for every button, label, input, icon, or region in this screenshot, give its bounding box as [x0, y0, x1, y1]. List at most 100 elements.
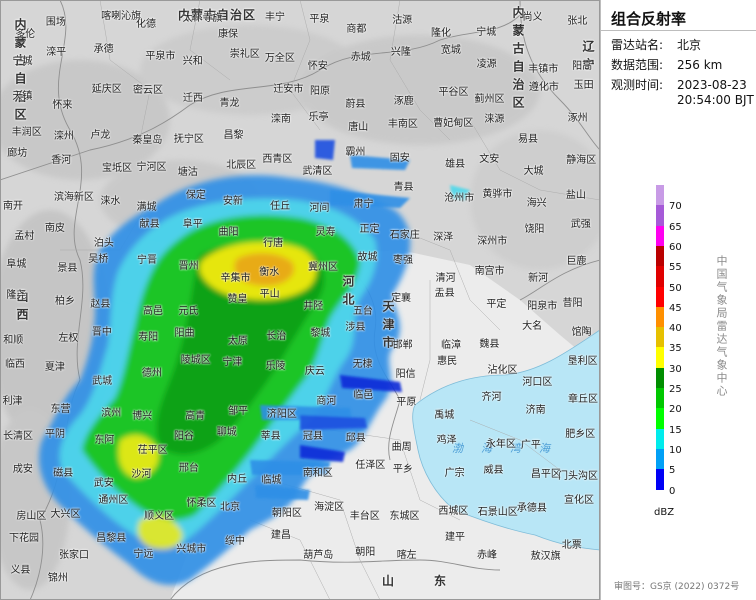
place-label: 五台 — [352, 306, 373, 318]
place-label: 元氏 — [178, 305, 199, 317]
place-label: 隆尧 — [6, 289, 27, 301]
range-label: 数据范围: — [611, 58, 664, 72]
legend-tick-label: 70 — [669, 201, 682, 213]
place-label: 宁城 — [12, 56, 33, 68]
place-label: 邢台 — [178, 463, 199, 475]
place-label: 武城 — [92, 376, 113, 388]
place-label: 卢龙 — [90, 129, 111, 141]
place-label: 安新 — [222, 196, 243, 208]
place-label: 葫芦岛 — [303, 550, 334, 562]
place-label: 万全区 — [264, 52, 295, 64]
place-label: 西城区 — [438, 506, 469, 518]
place-label: 禹城 — [434, 410, 455, 422]
place-label: 平定 — [486, 298, 507, 310]
place-label: 沧州市 — [444, 192, 475, 204]
legend-tick-label: 35 — [669, 343, 682, 355]
place-label: 南开 — [3, 200, 24, 212]
place-label: 武清区 — [302, 165, 333, 177]
radar-map[interactable]: 内蒙古自治区 内蒙古自治区 内蒙古自治区 辽宁 山西 河北 天津市 山东 渤海湾… — [0, 0, 600, 600]
echo-band — [300, 445, 345, 462]
place-label: 章丘区 — [568, 394, 598, 406]
place-label: 阳谷 — [174, 431, 194, 443]
place-label: 沾化区 — [487, 364, 518, 376]
place-label: 河口区 — [522, 376, 553, 388]
echo-band — [300, 415, 367, 430]
legend-swatch — [656, 225, 664, 247]
place-label: 建平 — [444, 531, 465, 543]
echo-band — [330, 190, 410, 208]
place-label: 肥乡区 — [565, 429, 596, 441]
place-label: 通州区 — [98, 494, 129, 506]
range-row: 数据范围: 256 km — [611, 56, 722, 73]
place-label: 霸州 — [345, 147, 366, 159]
legend-swatch — [656, 469, 664, 490]
place-label: 崇礼区 — [229, 48, 260, 60]
place-label: 赤城 — [350, 51, 371, 63]
legend-swatch — [656, 245, 664, 267]
panel-title: 组合反射率 — [611, 10, 687, 28]
place-label: 青县 — [393, 182, 414, 194]
place-label: 南皮 — [44, 223, 65, 235]
place-label: 高青 — [185, 411, 206, 423]
place-label: 青龙 — [219, 97, 240, 109]
place-label: 南和区 — [302, 468, 333, 480]
legend-tick-label: 0 — [669, 485, 676, 497]
echo-yellow-south2 — [137, 516, 183, 550]
place-label: 定襄 — [391, 292, 412, 304]
place-label: 衡水 — [259, 266, 280, 278]
legend-swatch — [656, 408, 664, 430]
place-label: 聊城 — [216, 426, 237, 438]
place-label: 朝阳区 — [271, 508, 302, 520]
place-label: 文安 — [479, 154, 500, 166]
place-label: 枣强 — [392, 254, 413, 266]
place-label: 阳曲 — [174, 328, 195, 340]
region-inner-mongolia-right: 内蒙古自治区 — [511, 6, 525, 114]
place-label: 凌源 — [476, 58, 497, 70]
place-label: 孟村 — [14, 231, 35, 243]
place-label: 大兴区 — [50, 508, 81, 520]
place-label: 平山 — [259, 289, 280, 301]
place-label: 顺义区 — [144, 510, 175, 522]
place-label: 兴隆 — [390, 46, 411, 58]
place-label: 静海区 — [566, 155, 597, 167]
place-label: 阳泉市 — [527, 300, 558, 312]
range-value: 256 km — [677, 58, 723, 72]
place-label: 宝坻区 — [101, 162, 132, 174]
place-label: 茌平区 — [137, 444, 168, 456]
place-label: 多伦 — [15, 28, 36, 40]
place-label: 房山区 — [16, 510, 47, 522]
place-label: 塘沽 — [177, 166, 198, 178]
place-label: 阜平 — [182, 218, 203, 230]
place-label: 济阳区 — [266, 409, 297, 421]
region-tianjin: 天津市 — [381, 300, 395, 354]
place-label: 北票 — [561, 540, 582, 552]
place-label: 平泉市 — [145, 50, 176, 62]
place-label: 灵寿 — [315, 226, 336, 238]
place-label: 东阿 — [94, 435, 115, 447]
place-label: 曲周 — [391, 441, 412, 453]
place-label: 邱县 — [345, 432, 366, 444]
place-label: 石家庄 — [389, 230, 420, 242]
place-label: 承德 — [93, 43, 114, 55]
place-label: 涉县 — [345, 322, 366, 334]
place-label: 南宫市 — [474, 266, 505, 278]
place-label: 尚义 — [522, 12, 543, 24]
place-label: 兴和 — [182, 56, 203, 68]
place-label: 曲阳 — [218, 227, 239, 239]
place-label: 赵县 — [90, 298, 111, 310]
place-label: 故城 — [357, 252, 378, 264]
place-label: 邯郸 — [392, 340, 413, 352]
place-label: 宁晋 — [137, 255, 158, 267]
legend-swatch — [656, 448, 664, 470]
legend-swatch — [656, 367, 664, 389]
place-label: 晋中 — [91, 326, 112, 338]
place-label: 石景山区 — [477, 507, 518, 519]
legend-swatch — [656, 205, 664, 227]
place-label: 北京 — [220, 501, 241, 513]
place-label: 宁远 — [133, 548, 154, 560]
legend-swatch — [656, 327, 664, 348]
legend-tick-label: 50 — [669, 282, 682, 294]
place-label: 锦州 — [47, 572, 68, 584]
place-label: 滨州 — [101, 408, 122, 420]
place-label: 临西 — [4, 359, 25, 371]
